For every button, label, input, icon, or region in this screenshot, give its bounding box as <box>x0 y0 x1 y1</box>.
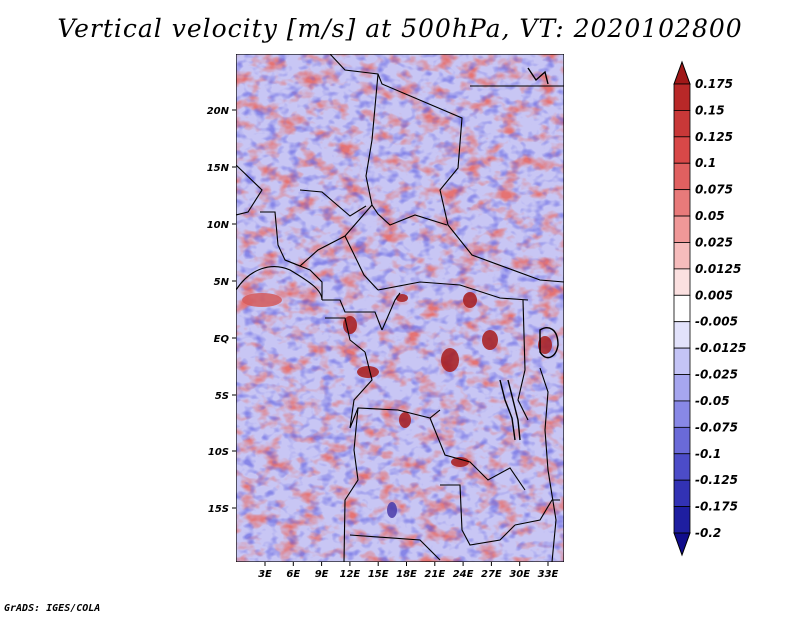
colorbar-label: -0.075 <box>695 420 738 434</box>
lat-label: 10S <box>208 447 229 458</box>
lat-label: 15N <box>207 163 230 174</box>
colorbar-segment <box>673 400 691 428</box>
colorbar-segment <box>673 189 691 217</box>
colorbar-segment <box>673 83 691 111</box>
lon-label: 27E <box>481 569 502 580</box>
colorbar-segment <box>673 321 691 349</box>
colorbar-label: -0.005 <box>695 315 738 329</box>
lat-label: EQ <box>214 334 230 345</box>
lon-label: 21E <box>424 569 445 580</box>
map-noise-blue <box>236 54 564 562</box>
lon-label: 15E <box>368 569 389 580</box>
lake-outlines <box>499 67 559 441</box>
lat-label: 15S <box>208 504 229 515</box>
colorbar-segment <box>673 136 691 164</box>
lat-label: 10N <box>207 220 230 231</box>
lon-label: 33E <box>538 569 559 580</box>
colorbar-label: -0.125 <box>695 473 738 487</box>
colorbar-segment <box>673 479 691 507</box>
colorbar-label: -0.1 <box>695 447 721 461</box>
lon-label: 3E <box>258 569 272 580</box>
colorbar-label: 0.025 <box>695 235 733 249</box>
colorbar-segment <box>673 453 691 481</box>
colorbar-label: 0.075 <box>695 183 733 197</box>
lon-label: 30E <box>509 569 530 580</box>
colorbar-segment <box>673 268 691 296</box>
colorbar-label: 0.175 <box>695 77 733 91</box>
colorbar: 0.175 0.15 0.125 0.1 0.075 0.05 0.025 0.0125 0.0… <box>673 60 746 557</box>
convective-cells <box>242 292 552 518</box>
colorbar-label: -0.0125 <box>695 341 746 355</box>
colorbar-label: -0.2 <box>695 526 721 540</box>
colorbar-segment <box>673 347 691 375</box>
colorbar-label: 0.005 <box>695 288 733 302</box>
colorbar-label: -0.175 <box>695 500 738 514</box>
plot-title: Vertical velocity [m/s] at 500hPa, VT: 2… <box>57 14 743 43</box>
colorbar-segment <box>673 506 691 534</box>
colorbar-label: -0.05 <box>695 394 730 408</box>
colorbar-top-arrow <box>673 60 691 85</box>
lon-label: 18E <box>396 569 417 580</box>
colorbar-label: 0.125 <box>695 130 733 144</box>
country-borders <box>236 54 564 562</box>
colorbar-label: 0.15 <box>695 103 725 117</box>
lat-label: 20N <box>207 106 230 117</box>
colorbar-label: 0.05 <box>695 209 725 223</box>
colorbar-segment <box>673 242 691 270</box>
colorbar-segment <box>673 162 691 191</box>
lon-label: 9E <box>315 569 329 580</box>
longitude-axis: 3E 6E 9E 12E 15E 18E 21E 24E 27E 30E 33E <box>258 562 559 580</box>
colorbar-segment <box>673 374 691 402</box>
lon-label: 24E <box>453 569 474 580</box>
colorbar-label: -0.025 <box>695 368 738 382</box>
map-area <box>236 54 564 562</box>
software-credit: GrADS: IGES/COLA <box>4 603 101 614</box>
lat-label: 5N <box>214 277 230 288</box>
colorbar-label: 0.0125 <box>695 262 741 276</box>
colorbar-segment <box>673 215 691 243</box>
lon-label: 12E <box>340 569 361 580</box>
lat-label: 5S <box>215 391 229 402</box>
colorbar-segment <box>673 426 691 455</box>
colorbar-label: 0.1 <box>695 156 716 170</box>
latitude-axis: 20N 15N 10N 5N EQ 5S 10S 15S <box>207 106 236 515</box>
lon-label: 6E <box>286 569 300 580</box>
colorbar-segment <box>673 294 691 323</box>
colorbar-segment <box>673 110 691 138</box>
colorbar-bottom-arrow <box>673 532 691 557</box>
